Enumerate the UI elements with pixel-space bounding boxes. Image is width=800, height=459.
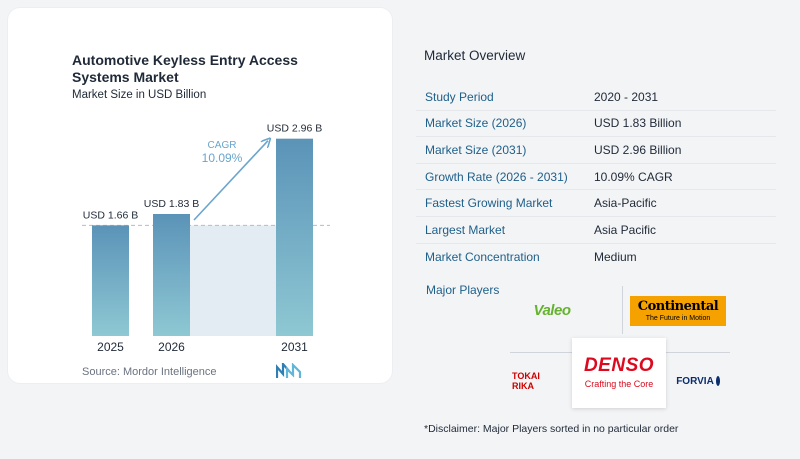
overview-row-label: Market Size (2026): [425, 116, 527, 131]
overview-row-value: Asia Pacific: [594, 222, 657, 237]
overview-table: Study Period 2020 - 2031 Market Size (2026…: [416, 84, 776, 270]
overview-row: Market Size (2026) USD 1.83 Billion: [416, 111, 776, 138]
continental-logo: Continental The Future in Motion: [630, 296, 726, 326]
x-tick-label: 2031: [281, 340, 308, 354]
data-label: USD 1.83 B: [144, 198, 199, 210]
cagr-arrow: [193, 141, 268, 221]
cagr-value: 10.09%: [202, 151, 243, 165]
overview-row-label: Largest Market: [425, 222, 506, 237]
overview-row: Growth Rate (2026 - 2031) 10.09% CAGR: [416, 164, 776, 191]
overview-row: Fastest Growing Market Asia-Pacific: [416, 190, 776, 217]
chart-subtitle: Market Size in USD Billion: [72, 89, 207, 101]
market-overview-panel: Market Overview Study Period 2020 - 2031 M…: [400, 0, 800, 459]
bar-2025: [92, 225, 129, 336]
continental-tagline: The Future in Motion: [645, 315, 711, 322]
forvia-logo: FORVIA: [676, 370, 720, 392]
overview-row-value: Asia-Pacific: [594, 196, 657, 211]
denso-name: DENSO: [583, 355, 655, 377]
tokai-rika-name: TOKAI RIKA: [512, 371, 540, 391]
chart-title: Automotive Keyless Entry Access Systems …: [72, 52, 298, 85]
mordor-logo-icon: [276, 363, 302, 378]
overview-row-value: USD 1.83 Billion: [594, 116, 682, 131]
valeo-logo: Valeo: [533, 301, 571, 319]
forvia-name: FORVIA: [676, 375, 714, 387]
overview-row-value: Medium: [594, 249, 637, 264]
overview-row-label: Growth Rate (2026 - 2031): [425, 169, 568, 184]
overview-row-value: 10.09% CAGR: [594, 169, 673, 184]
disclaimer: *Disclaimer: Major Players sorted in no …: [424, 423, 679, 435]
x-tick-label: 2026: [158, 340, 185, 354]
x-tick-label: 2025: [97, 340, 124, 354]
data-label: USD 1.66 B: [83, 209, 138, 221]
continental-name: Continental: [637, 299, 719, 314]
tokai-rika-logo: TOKAI RIKA: [512, 371, 562, 391]
denso-logo: DENSO Crafting the Core: [572, 338, 666, 408]
overview-row-label: Study Period: [425, 89, 494, 104]
overview-row-label: Fastest Growing Market: [425, 196, 553, 211]
forvia-mark-icon: [715, 376, 720, 386]
bar-2026: [153, 214, 190, 336]
source-note: Source: Mordor Intelligence: [82, 366, 217, 378]
overview-row: Market Concentration Medium: [416, 244, 776, 271]
cagr-label: CAGR: [208, 140, 237, 151]
players-divider: [622, 286, 623, 334]
overview-row-value: 2020 - 2031: [594, 89, 659, 104]
bar-2031: [276, 138, 313, 336]
denso-tagline: Crafting the Core: [584, 379, 654, 389]
major-players-title: Major Players: [426, 283, 500, 297]
overview-title: Market Overview: [424, 48, 526, 63]
overview-row-label: Market Size (2031): [425, 142, 527, 157]
overview-row: Study Period 2020 - 2031: [416, 84, 776, 111]
market-size-chart: USD 1.66 B 2025 USD 1.83 B 2026 USD 2.96 B 20…: [82, 123, 330, 354]
growth-shade: [190, 225, 276, 336]
overview-row: Market Size (2031) USD 2.96 Billion: [416, 137, 776, 164]
overview-row-label: Market Concentration: [425, 249, 540, 264]
data-label: USD 2.96 B: [267, 123, 322, 135]
overview-row-value: USD 2.96 Billion: [594, 142, 682, 157]
overview-row: Largest Market Asia Pacific: [416, 217, 776, 244]
